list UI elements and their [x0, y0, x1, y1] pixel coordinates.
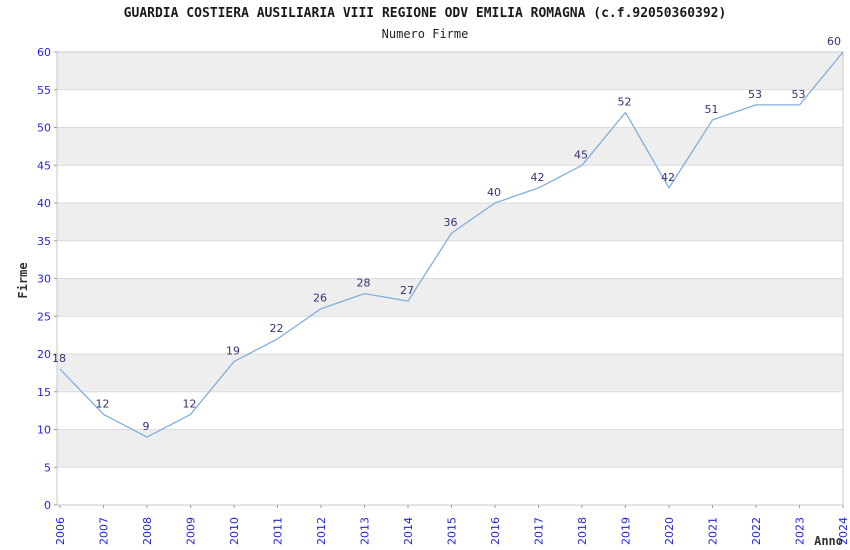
y-tick-label: 15 — [37, 386, 51, 399]
x-axis-title: Anno — [814, 534, 843, 548]
y-tick-label: 35 — [37, 235, 51, 248]
x-tick-label: 2022 — [750, 517, 763, 545]
value-label: 52 — [618, 95, 632, 108]
chart-subtitle: Numero Firme — [381, 27, 469, 41]
y-tick-label: 55 — [37, 84, 51, 97]
x-tick-label: 2019 — [620, 517, 633, 545]
plot-band — [57, 52, 843, 90]
plot-band — [57, 240, 843, 279]
value-label: 19 — [226, 345, 240, 358]
x-tick-label: 2024 — [837, 517, 850, 545]
y-tick-label: 40 — [37, 197, 51, 210]
x-tick-label: 2014 — [402, 517, 415, 545]
data-line — [59, 51, 844, 438]
value-label: 18 — [52, 352, 66, 365]
value-label: 27 — [400, 284, 414, 297]
value-label: 45 — [574, 148, 588, 161]
value-label: 28 — [357, 277, 371, 290]
y-tick-label: 45 — [37, 159, 51, 172]
value-label: 42 — [661, 171, 675, 184]
x-tick-label: 2021 — [707, 517, 720, 545]
value-label: 51 — [705, 103, 719, 116]
value-label: 12 — [96, 397, 110, 410]
x-tick-label: 2017 — [533, 517, 546, 545]
plot-band — [57, 89, 843, 128]
x-tick-label: 2013 — [359, 517, 372, 545]
x-tick-label: 2009 — [185, 517, 198, 545]
x-tick-label: 2008 — [141, 517, 154, 545]
plot-band — [57, 278, 843, 317]
value-label: 36 — [444, 216, 458, 229]
x-tick-label: 2007 — [98, 517, 111, 545]
y-tick-label: 50 — [37, 122, 51, 135]
value-label: 12 — [183, 397, 197, 410]
x-tick-label: 2020 — [663, 517, 676, 545]
value-label: 22 — [270, 322, 284, 335]
x-tick-label: 2006 — [54, 517, 67, 545]
value-label: 60 — [827, 35, 841, 48]
x-tick-label: 2023 — [794, 517, 807, 545]
value-label: 40 — [487, 186, 501, 199]
y-tick-label: 20 — [37, 348, 51, 361]
y-tick-label: 10 — [37, 424, 51, 437]
plot-band — [57, 467, 843, 505]
value-label: 26 — [313, 292, 327, 305]
value-label: 53 — [792, 88, 806, 101]
x-tick-label: 2015 — [446, 517, 459, 545]
y-axis-title: Firme — [16, 262, 30, 298]
y-tick-label: 25 — [37, 310, 51, 323]
plot-band — [57, 165, 843, 203]
y-tick-label: 30 — [37, 273, 51, 286]
x-tick-label: 2011 — [272, 517, 285, 545]
value-label: 9 — [143, 420, 150, 433]
value-label: 53 — [748, 88, 762, 101]
value-label: 42 — [531, 171, 545, 184]
plot-band — [57, 391, 843, 430]
x-tick-label: 2012 — [315, 517, 328, 545]
y-tick-label: 5 — [44, 461, 51, 474]
x-tick-label: 2010 — [228, 517, 241, 545]
plot-band — [57, 429, 843, 468]
x-tick-label: 2018 — [576, 517, 589, 545]
y-tick-label: 60 — [37, 46, 51, 59]
plot-band — [57, 354, 843, 392]
y-tick-label: 0 — [44, 499, 51, 512]
plot-band — [57, 127, 843, 166]
x-tick-label: 2016 — [489, 517, 502, 545]
plot-band — [57, 316, 843, 354]
chart-title: GUARDIA COSTIERA AUSILIARIA VIII REGIONE… — [123, 6, 727, 21]
